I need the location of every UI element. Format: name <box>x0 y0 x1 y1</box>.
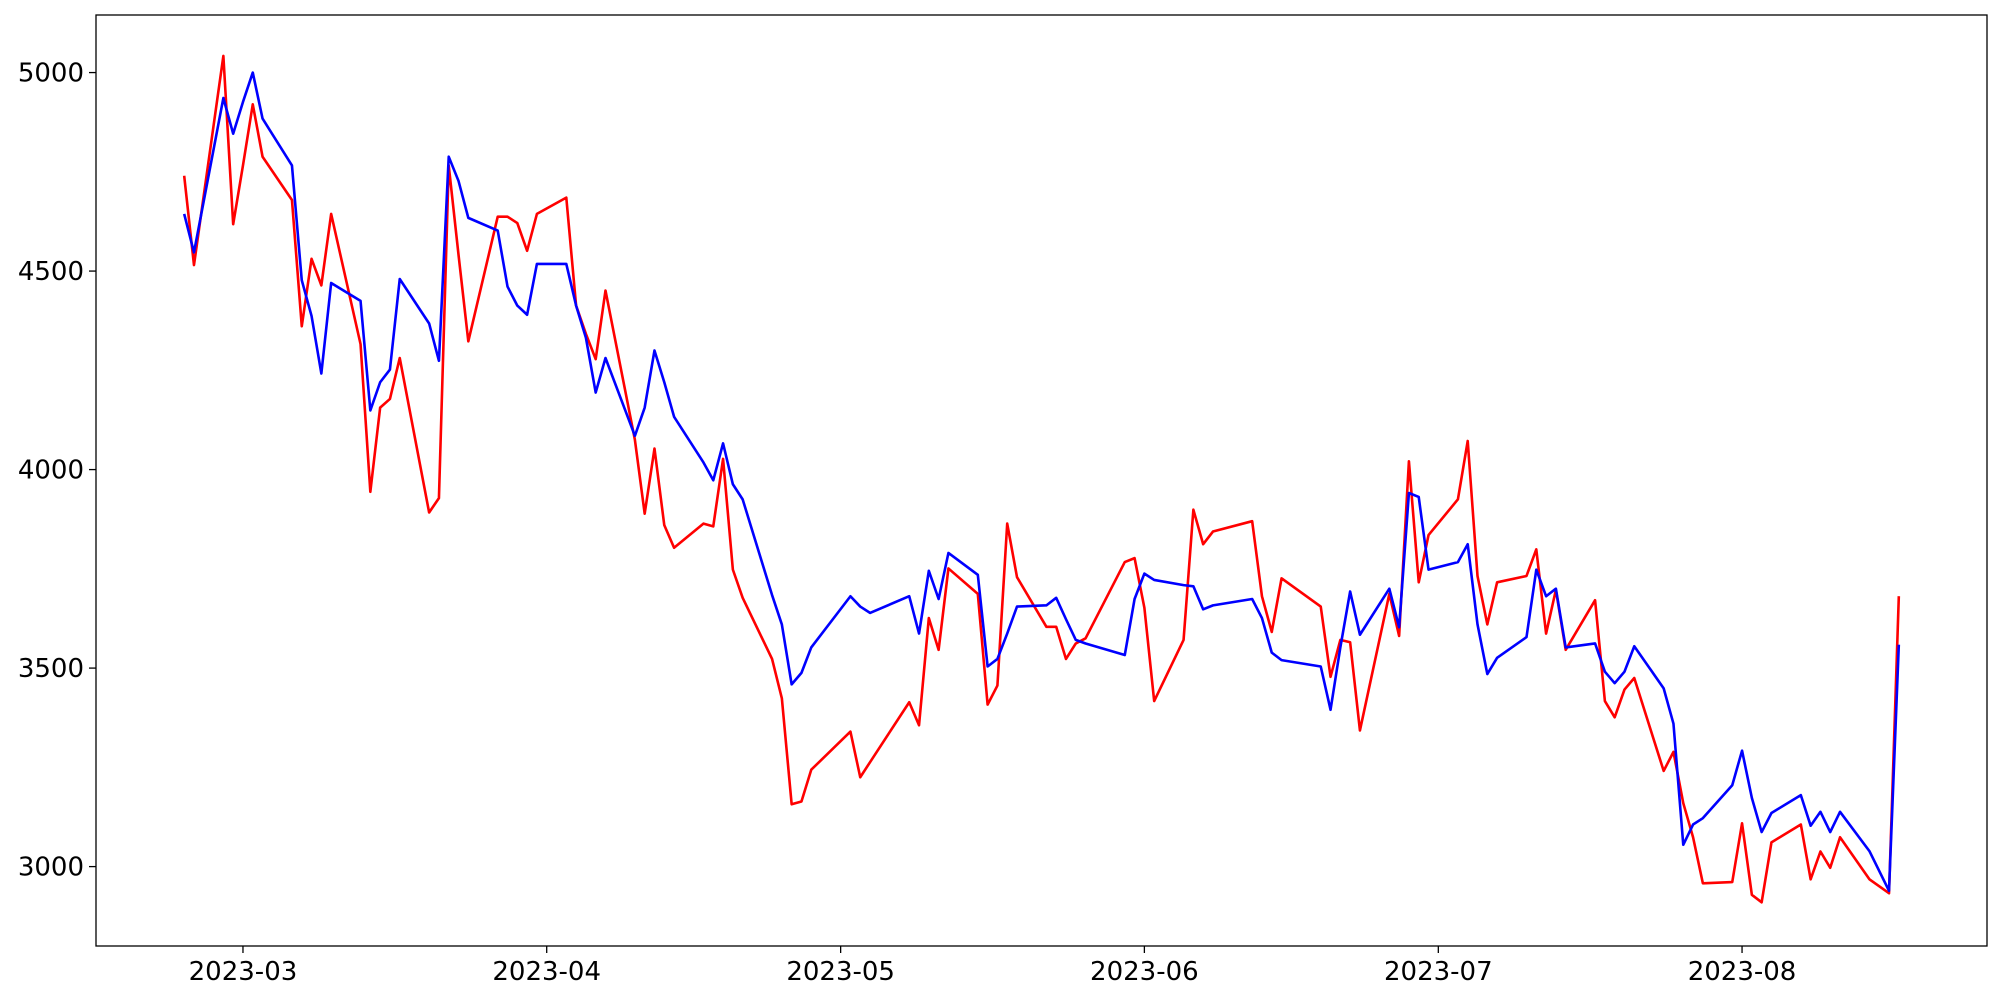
series-line <box>182 54 1901 904</box>
x-tick-label: 2023-04 <box>492 957 601 987</box>
x-tick-label: 2023-07 <box>1384 957 1493 987</box>
x-tick-label: 2023-03 <box>189 957 298 987</box>
y-tick-label: 5000 <box>18 59 84 89</box>
x-tick-label: 2023-08 <box>1688 957 1797 987</box>
x-tick-label: 2023-06 <box>1090 957 1199 987</box>
y-tick-label: 3000 <box>18 853 84 883</box>
y-tick-label: 4500 <box>18 257 84 287</box>
plot-frame <box>95 14 1988 947</box>
x-tick-label: 2023-05 <box>786 957 895 987</box>
y-tick-label: 4000 <box>18 456 84 486</box>
y-tick-label: 3500 <box>18 654 84 684</box>
series-line <box>182 71 1901 893</box>
